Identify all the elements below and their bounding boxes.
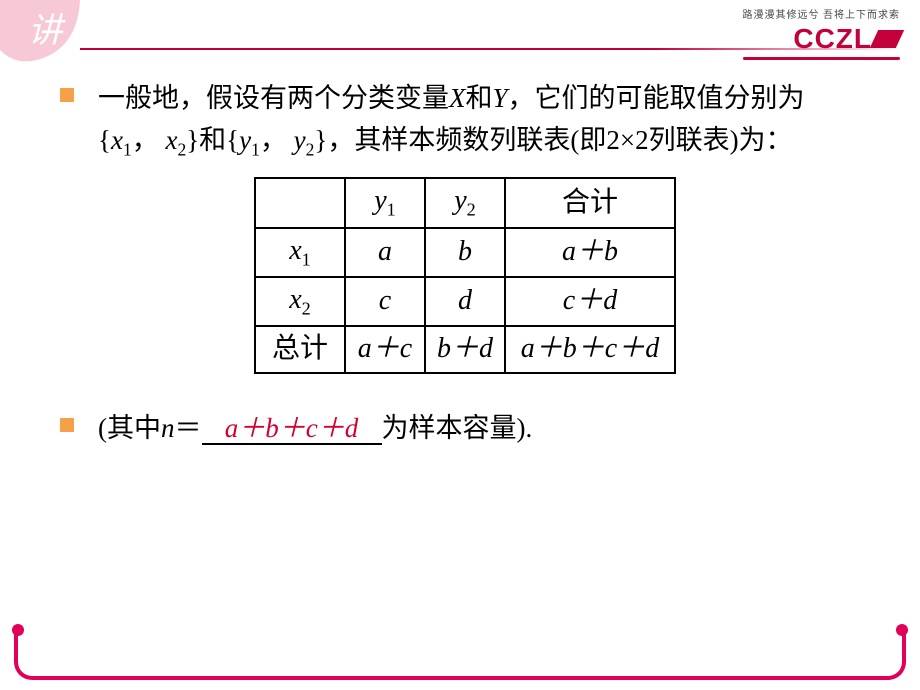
badge-char: 讲	[28, 13, 66, 50]
p2-eq: ＝	[175, 413, 202, 443]
cell-abcd: a＋b＋c＋d	[505, 326, 675, 372]
bullet-icon	[60, 88, 74, 102]
p2-post: 为样本容量).	[382, 413, 533, 443]
table-row: y1 y2 合计	[255, 178, 675, 227]
table-row: 总计 a＋c b＋d a＋b＋c＋d	[255, 326, 675, 372]
p1-x2: x2	[165, 125, 186, 155]
bullet-icon	[60, 418, 74, 432]
main-content: 一般地，假设有两个分类变量X和Y，它们的可能取值分别为 {x1， x2}和{y1…	[60, 78, 870, 463]
contingency-table: y1 y2 合计 x1 a b a＋b x2 c d c＋d 总计 a＋c b＋…	[254, 177, 676, 373]
cell-y2: y2	[425, 178, 505, 227]
fill-in-blank: a＋b＋c＋d	[202, 414, 382, 446]
cell-ac: a＋c	[345, 326, 425, 372]
cell-x1: x1	[255, 228, 345, 277]
cell-total-head: 合计	[505, 178, 675, 227]
brand-text: CCZL	[793, 23, 872, 55]
p2-pre: (其中	[98, 413, 161, 443]
cell-x2: x2	[255, 277, 345, 326]
corner-badge: 讲	[0, 0, 80, 70]
cell-ab: a＋b	[505, 228, 675, 277]
p1-brace-and: }和{	[186, 125, 239, 155]
table-row: x2 c d c＋d	[255, 277, 675, 326]
p1-comma1: ，	[132, 125, 159, 155]
p1-and1: 和	[466, 83, 493, 113]
bullet-block-1: 一般地，假设有两个分类变量X和Y，它们的可能取值分别为 {x1， x2}和{y1…	[60, 78, 870, 163]
fill-value: a＋b＋c＋d	[225, 413, 358, 443]
p1-post2: }，其样本频数列联表(即2×2列联表)为：	[314, 125, 792, 155]
brand-row: CCZL	[743, 23, 901, 55]
brand-underline	[743, 57, 901, 60]
cell-total-label: 总计	[255, 326, 345, 372]
p1-y1: y1	[239, 125, 260, 155]
p1-X: X	[449, 83, 466, 113]
p1-comma2: ，	[260, 125, 287, 155]
footer-frame	[14, 630, 906, 680]
header-tagline: 路漫漫其修远兮 吾将上下而求索	[743, 6, 901, 21]
table-row: x1 a b a＋b	[255, 228, 675, 277]
contingency-table-wrap: y1 y2 合计 x1 a b a＋b x2 c d c＋d 总计 a＋c b＋…	[60, 177, 870, 373]
p1-Y: Y	[493, 83, 508, 113]
header-rule	[80, 48, 900, 50]
cell-c: c	[345, 277, 425, 326]
p1-y2: y2	[294, 125, 315, 155]
cell-bd: b＋d	[425, 326, 505, 372]
header-brand-block: 路漫漫其修远兮 吾将上下而求索 CCZL	[743, 6, 901, 60]
cell-blank	[255, 178, 345, 227]
p2-n: n	[161, 413, 175, 443]
p1-x1: x1	[111, 125, 132, 155]
cell-y1: y1	[345, 178, 425, 227]
paragraph-1: 一般地，假设有两个分类变量X和Y，它们的可能取值分别为 {x1， x2}和{y1…	[98, 78, 870, 163]
brand-chevrons-icon	[876, 30, 900, 48]
cell-a: a	[345, 228, 425, 277]
cell-d: d	[425, 277, 505, 326]
cell-cd: c＋d	[505, 277, 675, 326]
cell-b: b	[425, 228, 505, 277]
paragraph-2: (其中n＝ a＋b＋c＋d 为样本容量).	[98, 408, 532, 450]
p1-pre: 一般地，假设有两个分类变量	[98, 83, 449, 113]
bullet-block-2: (其中n＝ a＋b＋c＋d 为样本容量).	[60, 408, 870, 450]
